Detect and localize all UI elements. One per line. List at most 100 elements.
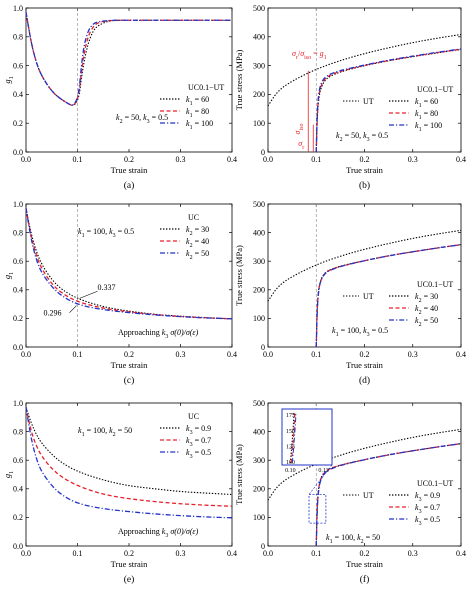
x-tick-label: 0.3 — [408, 350, 418, 359]
y-axis-label: g1 — [2, 471, 15, 478]
y-tick-label: 0 — [261, 343, 265, 352]
annotation-value-0337: 0.337 — [98, 283, 116, 292]
annotation-params: k1 = 100, k2 = 50 — [326, 533, 380, 545]
panel-label: (c) — [124, 375, 135, 386]
x-tick-label: 0.2 — [360, 155, 370, 164]
legend-label: k3 = 0.9 — [415, 491, 440, 503]
y-tick-label: 0 — [261, 148, 265, 157]
legend-label: k3 = 0.9 — [186, 424, 211, 436]
y-tick-label: 300 — [253, 61, 265, 70]
legend-title: UC — [188, 213, 199, 222]
y-tick-label: 500 — [253, 200, 265, 209]
series-line-0 — [267, 428, 462, 501]
chart-panel-f: 0.0 0.1 0.2 0.3 0.4 0 100 200 300 400 500 True stra… — [234, 399, 466, 585]
legend-label: k2 = 30 — [415, 292, 438, 304]
legend-label: k3 = 0.5 — [186, 448, 211, 460]
series-line-0 — [267, 229, 462, 302]
annotation-approaching: Approaching k3 σ(0)/σ(ε) — [118, 527, 199, 539]
x-tick-label: 0.0 — [21, 155, 31, 164]
series-line-0 — [25, 407, 233, 496]
y-axis-label: g1 — [2, 272, 15, 279]
x-tick-label: 0.2 — [124, 549, 134, 558]
x-tick-label: 0.0 — [21, 350, 31, 359]
annotation-approaching: Approaching k3 σ(0)/σ(ε) — [118, 328, 199, 340]
series-line-2 — [25, 12, 232, 106]
x-tick-label: 0.0 — [263, 350, 273, 359]
x-axis-label: True strain — [346, 360, 384, 370]
chart-panel-e: 0.0 0.1 0.2 0.3 0.4 0.0 0.2 0.4 0.6 0.8 1.0 True st… — [2, 399, 237, 585]
x-axis-label: True strain — [111, 360, 149, 370]
x-tick-label: 0.4 — [456, 350, 466, 359]
legend-label: k2 = 50 — [186, 249, 209, 261]
y-tick-label: 1.0 — [13, 4, 23, 13]
y-tick-label: 0.6 — [13, 61, 23, 70]
zoom-connector — [308, 464, 333, 495]
legend-title: UC — [188, 412, 199, 421]
x-tick-label: 0.1 — [73, 350, 83, 359]
y-tick-label: 100 — [253, 314, 265, 323]
panel-label: (d) — [359, 375, 370, 386]
x-tick-label: 0.3 — [176, 549, 186, 558]
x-tick-label: 0.2 — [124, 155, 134, 164]
y-tick-label: 0.2 — [13, 314, 23, 323]
plot-frame — [25, 7, 233, 153]
legend-title: UC0.1−UT — [188, 83, 224, 92]
y-tick-label: 100 — [253, 119, 265, 128]
x-tick-label: 0.4 — [456, 155, 466, 164]
inset-x-tick-label: 0.12 — [318, 468, 329, 474]
x-tick-label: 0.0 — [263, 155, 273, 164]
y-axis-label: True stress (MPa) — [234, 50, 244, 111]
y-tick-label: 0.8 — [13, 228, 23, 237]
legend-label: k1 = 100 — [415, 121, 442, 133]
x-tick-label: 0.1 — [311, 549, 321, 558]
y-tick-label: 400 — [253, 228, 265, 237]
y-tick-label: 0.2 — [13, 119, 23, 128]
series-line-2 — [25, 208, 233, 320]
y-tick-label: 0.6 — [13, 257, 23, 266]
series-line-1 — [25, 407, 233, 507]
x-tick-label: 0.2 — [360, 350, 370, 359]
series-line-3 — [315, 442, 462, 547]
y-tick-label: 0.2 — [13, 513, 23, 522]
legend-label: k1 = 60 — [415, 97, 438, 109]
series-line-2 — [315, 48, 462, 153]
panel-label: (a) — [124, 180, 135, 191]
chart-panel-a: 0.0 0.1 0.2 0.3 0.4 0.0 0.2 0.4 0.6 0.8 1.0 True st… — [2, 4, 237, 191]
legend-label: k2 = 50 — [415, 316, 438, 328]
chart-panel-c: 0.0 0.1 0.2 0.3 0.4 0.0 0.2 0.4 0.6 0.8 1.0 True st… — [2, 200, 237, 386]
x-tick-label: 0.4 — [227, 350, 237, 359]
chart-panel-b: 0.0 0.1 0.2 0.3 0.4 0 100 200 300 400 500 True stra… — [234, 4, 466, 191]
y-axis-label: g1 — [2, 76, 15, 83]
y-tick-label: 500 — [253, 399, 265, 408]
annotation-params: k2 = 50, k3 = 0.5 — [116, 113, 168, 125]
y-tick-label: 0.4 — [13, 485, 23, 494]
legend-label: k3 = 0.7 — [186, 436, 211, 448]
series-line-0 — [25, 208, 233, 320]
legend-title: UC0.1−UT — [417, 85, 453, 94]
panel-label: (e) — [124, 574, 135, 585]
y-tick-label: 400 — [253, 427, 265, 436]
x-tick-label: 0.1 — [73, 155, 83, 164]
x-tick-label: 0.3 — [408, 155, 418, 164]
inset-y-tick-label: 125 — [286, 444, 295, 450]
series-line-1 — [25, 208, 233, 320]
x-axis-label: True strain — [346, 165, 384, 175]
inset-frame — [281, 408, 333, 466]
series-line-0 — [267, 33, 462, 107]
y-tick-label: 100 — [253, 513, 265, 522]
annotation-params: k1 = 100, k2 = 50 — [78, 426, 132, 438]
legend-label: UT — [363, 491, 374, 500]
zoom-region-box — [308, 494, 327, 524]
legend-label: k2 = 40 — [415, 304, 438, 316]
x-tick-label: 0.4 — [456, 549, 466, 558]
inset-series-line-2 — [291, 411, 297, 464]
x-axis-label: True strain — [111, 165, 149, 175]
legend-label: k1 = 80 — [186, 107, 209, 119]
x-tick-label: 0.2 — [124, 350, 134, 359]
legend-label: UT — [363, 292, 374, 301]
x-tick-label: 0.1 — [73, 549, 83, 558]
y-tick-label: 500 — [253, 4, 265, 13]
legend-label: k3 = 0.5 — [415, 515, 440, 527]
legend-label: k1 = 80 — [415, 109, 438, 121]
